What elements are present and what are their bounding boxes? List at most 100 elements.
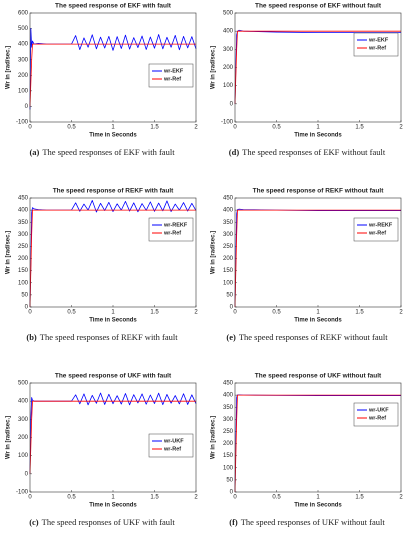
x-tick-label: 0 [233,125,237,131]
y-tick-label: -100 [16,490,29,496]
panel: The speed response of EKF with fault -100… [6,3,199,157]
y-tick-label: 100 [223,280,234,286]
y-tick-label: 50 [226,292,233,298]
plot-frame [29,197,197,308]
caption-text: The speed responses of UKF without fault [241,517,386,527]
plot-area [235,13,401,122]
x-tick-label: 0.5 [67,495,76,501]
y-tick-label: 50 [21,292,28,298]
y-tick-label: 400 [223,208,234,214]
x-tick-label: 0 [28,310,32,316]
y-tick-label: 400 [18,42,29,48]
caption: (b) The speed responses of REKF with faul… [26,332,178,342]
y-tick-label: 200 [223,65,234,71]
y-tick-label: 0 [25,471,29,477]
legend-label: wr-EKF [368,37,389,43]
x-tick-label: 0.5 [67,125,76,131]
legend-label: wr-Ref [163,446,181,452]
y-tick-label: -100 [16,120,29,126]
chart-title: The speed response of UKF without fault [255,373,382,380]
y-tick-label: 50 [226,477,233,483]
legend-box [148,63,194,88]
y-tick-label: 450 [18,196,29,202]
x-tick-label: 2 [194,310,198,316]
x-tick-label: 1 [111,310,115,316]
y-tick-label: 250 [18,244,29,250]
caption: (f) The speed responses of UKF without fa… [229,517,385,527]
caption-label: (d) [229,147,240,157]
y-tick-label: 450 [223,381,234,387]
y-tick-label: 0 [230,101,234,107]
x-tick-label: 2 [194,125,198,131]
y-tick-label: 300 [223,47,234,53]
y-tick-label: 500 [18,381,29,387]
x-tick-label: 0 [233,495,237,501]
series-line [29,209,196,308]
y-tick-label: 250 [223,429,234,435]
y-tick-label: 150 [18,268,29,274]
y-tick-label: 200 [18,435,29,441]
series-line [234,209,401,308]
x-axis-label: Time in Seconds [294,318,342,324]
caption: (d) The speed responses of EKF without fa… [229,147,386,157]
caption-text: The speed responses of EKF with fault [42,147,175,157]
legend-label: wr-Ref [368,45,386,51]
y-tick-label: 100 [18,88,29,94]
series-line [29,400,196,474]
plot-frame [234,197,402,308]
x-tick-label: 1.5 [150,310,159,316]
chart-title: The speed response of UKF with fault [55,373,172,380]
legend-label: wr-EKF [163,68,184,74]
y-tick-label: 350 [223,220,234,226]
legend-label: wr-REKF [368,222,393,228]
chart-title: The speed response of EKF with fault [55,3,172,10]
y-axis-label: Wr in [rad/sec.] [6,231,12,274]
panel: The speed response of REKF without fault… [211,188,404,342]
x-tick-label: 2 [399,495,403,501]
y-tick-label: 350 [18,220,29,226]
y-tick-label: 400 [223,29,234,35]
plot-area [235,383,401,492]
legend-box [148,217,194,242]
x-axis-label: Time in Seconds [89,503,137,509]
x-tick-label: 1 [316,125,320,131]
y-tick-label: 400 [18,208,29,214]
plot-frame [234,12,402,123]
y-tick-label: 100 [223,83,234,89]
plot-frame [29,382,197,493]
series-line [234,30,401,104]
x-tick-label: 0 [233,310,237,316]
chart-title: The speed response of REKF with fault [53,188,174,195]
y-axis-label: Wr in [rad/sec.] [211,46,217,89]
chart-title: The speed response of REKF without fault [253,188,385,195]
legend-label: wr-Ref [368,230,386,236]
y-tick-label: 0 [230,490,234,496]
x-tick-label: 1.5 [355,495,364,501]
y-tick-label: 200 [18,256,29,262]
legend-box [148,433,194,458]
x-tick-label: 2 [194,495,198,501]
y-tick-label: 350 [223,405,234,411]
x-tick-label: 1.5 [150,125,159,131]
x-tick-label: 0.5 [272,495,281,501]
x-tick-label: 2 [399,125,403,131]
x-tick-label: 0 [28,125,32,131]
y-axis-label: Wr in [rad/sec.] [6,46,12,89]
legend-box [353,217,399,242]
legend-box [353,402,399,427]
legend-label: wr-Ref [368,415,386,421]
x-tick-label: 0.5 [272,125,281,131]
y-axis-label: Wr in [rad/sec.] [211,416,217,459]
caption: (c) The speed responses of UKF with fault [29,517,175,527]
y-tick-label: 500 [223,11,234,17]
y-tick-label: 100 [18,453,29,459]
y-tick-label: 0 [25,305,29,311]
caption-label: (b) [26,332,37,342]
y-tick-label: 300 [223,417,234,423]
y-tick-label: 0 [230,305,234,311]
plot-frame [29,12,197,123]
y-tick-label: 300 [18,57,29,63]
plot-area [30,198,196,307]
y-tick-label: 200 [18,73,29,79]
